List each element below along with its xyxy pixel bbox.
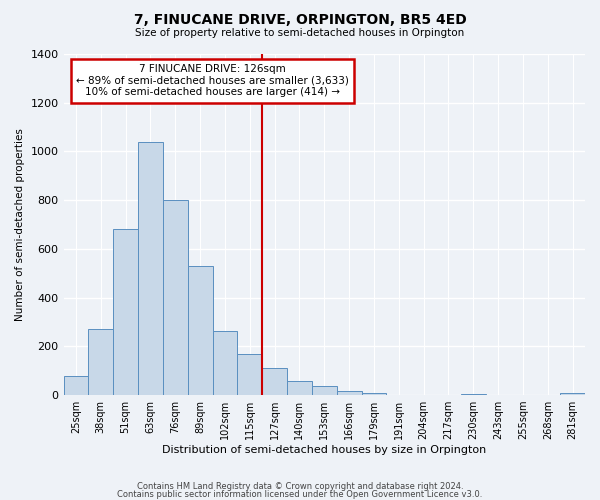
Bar (560, 393, 585, 395)
Bar (312, 386, 337, 395)
Bar (188, 266, 212, 395)
X-axis label: Distribution of semi-detached houses by size in Orpington: Distribution of semi-detached houses by … (162, 445, 487, 455)
Bar (64, 376, 88, 395)
Bar (262, 368, 287, 395)
Bar (88, 330, 113, 395)
Text: 7, FINUCANE DRIVE, ORPINGTON, BR5 4ED: 7, FINUCANE DRIVE, ORPINGTON, BR5 4ED (134, 12, 466, 26)
Bar (287, 381, 312, 395)
Bar (163, 200, 188, 395)
Bar (238, 354, 262, 395)
Text: Contains HM Land Registry data © Crown copyright and database right 2024.: Contains HM Land Registry data © Crown c… (137, 482, 463, 491)
Bar (113, 230, 138, 395)
Bar (337, 391, 362, 395)
Y-axis label: Number of semi-detached properties: Number of semi-detached properties (15, 128, 25, 321)
Text: Size of property relative to semi-detached houses in Orpington: Size of property relative to semi-detach… (136, 28, 464, 38)
Bar (138, 142, 163, 395)
Bar (461, 394, 485, 395)
Text: 7 FINUCANE DRIVE: 126sqm
← 89% of semi-detached houses are smaller (3,633)
10% o: 7 FINUCANE DRIVE: 126sqm ← 89% of semi-d… (76, 64, 349, 98)
Text: Contains public sector information licensed under the Open Government Licence v3: Contains public sector information licen… (118, 490, 482, 499)
Bar (212, 330, 238, 395)
Bar (362, 393, 386, 395)
